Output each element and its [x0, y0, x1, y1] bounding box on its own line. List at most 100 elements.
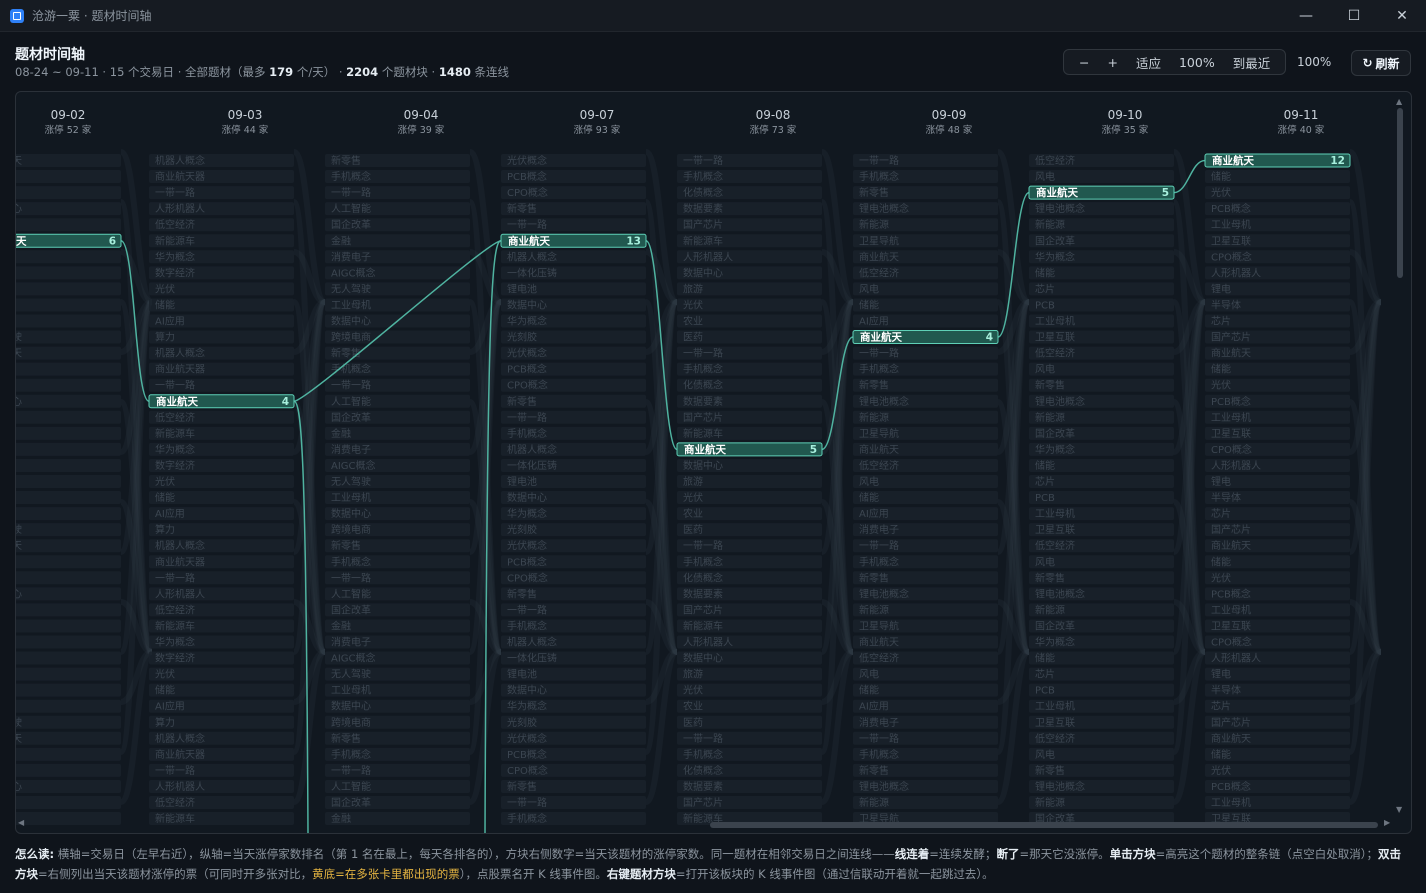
- topic-block[interactable]: [1205, 587, 1350, 601]
- topic-block[interactable]: [1205, 539, 1350, 553]
- topic-block[interactable]: [501, 154, 646, 167]
- topic-block[interactable]: [1205, 186, 1350, 200]
- topic-block[interactable]: [853, 667, 998, 681]
- timeline-svg[interactable]: 商业航天机器人芯片数据中心光伏半导体风电锂电池储能稀土AI应用无人驾驶商业航天机…: [16, 92, 1411, 833]
- topic-block[interactable]: [16, 346, 121, 360]
- topic-block[interactable]: [149, 651, 294, 665]
- topic-block[interactable]: [325, 330, 470, 344]
- topic-block[interactable]: [16, 683, 121, 697]
- topic-block[interactable]: [501, 410, 646, 424]
- topic-block[interactable]: [1029, 298, 1174, 312]
- scroll-right-icon[interactable]: ▶: [1384, 818, 1391, 827]
- topic-block[interactable]: [149, 523, 294, 537]
- topic-block[interactable]: [501, 250, 646, 264]
- topic-block[interactable]: [853, 507, 998, 521]
- topic-block[interactable]: [149, 683, 294, 697]
- topic-block[interactable]: [16, 491, 121, 505]
- topic-block[interactable]: [853, 715, 998, 729]
- topic-block[interactable]: [325, 779, 470, 793]
- topic-block[interactable]: [16, 186, 121, 200]
- topic-block[interactable]: [677, 667, 822, 681]
- topic-block[interactable]: [149, 731, 294, 745]
- topic-block[interactable]: [325, 571, 470, 585]
- topic-block[interactable]: [1205, 812, 1350, 826]
- topic-block[interactable]: [149, 298, 294, 312]
- topic-block[interactable]: [16, 539, 121, 553]
- topic-block[interactable]: [325, 282, 470, 296]
- topic-block[interactable]: [1029, 587, 1174, 601]
- topic-block[interactable]: [501, 458, 646, 472]
- topic-block[interactable]: [853, 234, 998, 248]
- topic-block[interactable]: [501, 763, 646, 777]
- topic-block[interactable]: [16, 218, 121, 232]
- topic-block[interactable]: [16, 202, 121, 216]
- topic-block[interactable]: [149, 603, 294, 617]
- topic-block[interactable]: [501, 619, 646, 633]
- topic-block[interactable]: [501, 314, 646, 328]
- topic-block[interactable]: [501, 442, 646, 456]
- topic-block[interactable]: [149, 635, 294, 649]
- topic-block[interactable]: [1029, 763, 1174, 777]
- topic-block[interactable]: [853, 410, 998, 424]
- topic-block[interactable]: [16, 250, 121, 264]
- topic-block[interactable]: [1205, 699, 1350, 713]
- topic-block[interactable]: [853, 314, 998, 328]
- topic-block[interactable]: [1205, 667, 1350, 681]
- topic-block[interactable]: [501, 651, 646, 665]
- topic-block[interactable]: [149, 314, 294, 328]
- topic-block[interactable]: [501, 298, 646, 312]
- topic-block[interactable]: [501, 170, 646, 184]
- topic-block[interactable]: [1205, 491, 1350, 505]
- topic-block[interactable]: [325, 667, 470, 681]
- topic-block[interactable]: [149, 250, 294, 264]
- topic-block[interactable]: [853, 699, 998, 713]
- topic-block[interactable]: [1029, 523, 1174, 537]
- topic-block[interactable]: [149, 571, 294, 585]
- topic-block[interactable]: [325, 507, 470, 521]
- topic-block[interactable]: [1029, 683, 1174, 697]
- topic-block[interactable]: [677, 410, 822, 424]
- topic-block[interactable]: [16, 603, 121, 617]
- topic-block[interactable]: [501, 731, 646, 745]
- topic-block[interactable]: [325, 250, 470, 264]
- topic-block[interactable]: [1029, 555, 1174, 569]
- topic-block[interactable]: [853, 763, 998, 777]
- topic-block[interactable]: [677, 330, 822, 344]
- topic-block[interactable]: [501, 266, 646, 280]
- topic-block[interactable]: [325, 202, 470, 216]
- topic-block[interactable]: [853, 282, 998, 296]
- topic-block[interactable]: [501, 635, 646, 649]
- topic-block[interactable]: [1029, 731, 1174, 745]
- topic-block[interactable]: [677, 282, 822, 296]
- topic-block[interactable]: [1205, 507, 1350, 521]
- topic-block[interactable]: [853, 346, 998, 360]
- close-icon[interactable]: ✕: [1396, 8, 1408, 24]
- topic-block[interactable]: [1205, 330, 1350, 344]
- topic-block[interactable]: [677, 458, 822, 472]
- topic-block[interactable]: [325, 796, 470, 809]
- topic-block[interactable]: [501, 587, 646, 601]
- topic-block[interactable]: [677, 555, 822, 569]
- highlight-topic-block[interactable]: [676, 442, 823, 457]
- topic-block[interactable]: [149, 218, 294, 232]
- topic-block[interactable]: [853, 186, 998, 200]
- topic-block[interactable]: [677, 170, 822, 184]
- topic-block[interactable]: [1029, 635, 1174, 649]
- topic-block[interactable]: [501, 330, 646, 344]
- topic-block[interactable]: [1205, 234, 1350, 248]
- topic-block[interactable]: [853, 266, 998, 280]
- topic-block[interactable]: [677, 731, 822, 745]
- topic-block[interactable]: [325, 266, 470, 280]
- topic-block[interactable]: [1205, 555, 1350, 569]
- topic-block[interactable]: [501, 812, 646, 826]
- topic-block[interactable]: [16, 763, 121, 777]
- topic-block[interactable]: [149, 555, 294, 569]
- zoom-out-button[interactable]: −: [1079, 54, 1090, 70]
- topic-block[interactable]: [16, 362, 121, 376]
- topic-block[interactable]: [1029, 699, 1174, 713]
- topic-block[interactable]: [1029, 282, 1174, 296]
- topic-block[interactable]: [853, 298, 998, 312]
- topic-block[interactable]: [677, 779, 822, 793]
- topic-block[interactable]: [325, 458, 470, 472]
- topic-block[interactable]: [677, 250, 822, 264]
